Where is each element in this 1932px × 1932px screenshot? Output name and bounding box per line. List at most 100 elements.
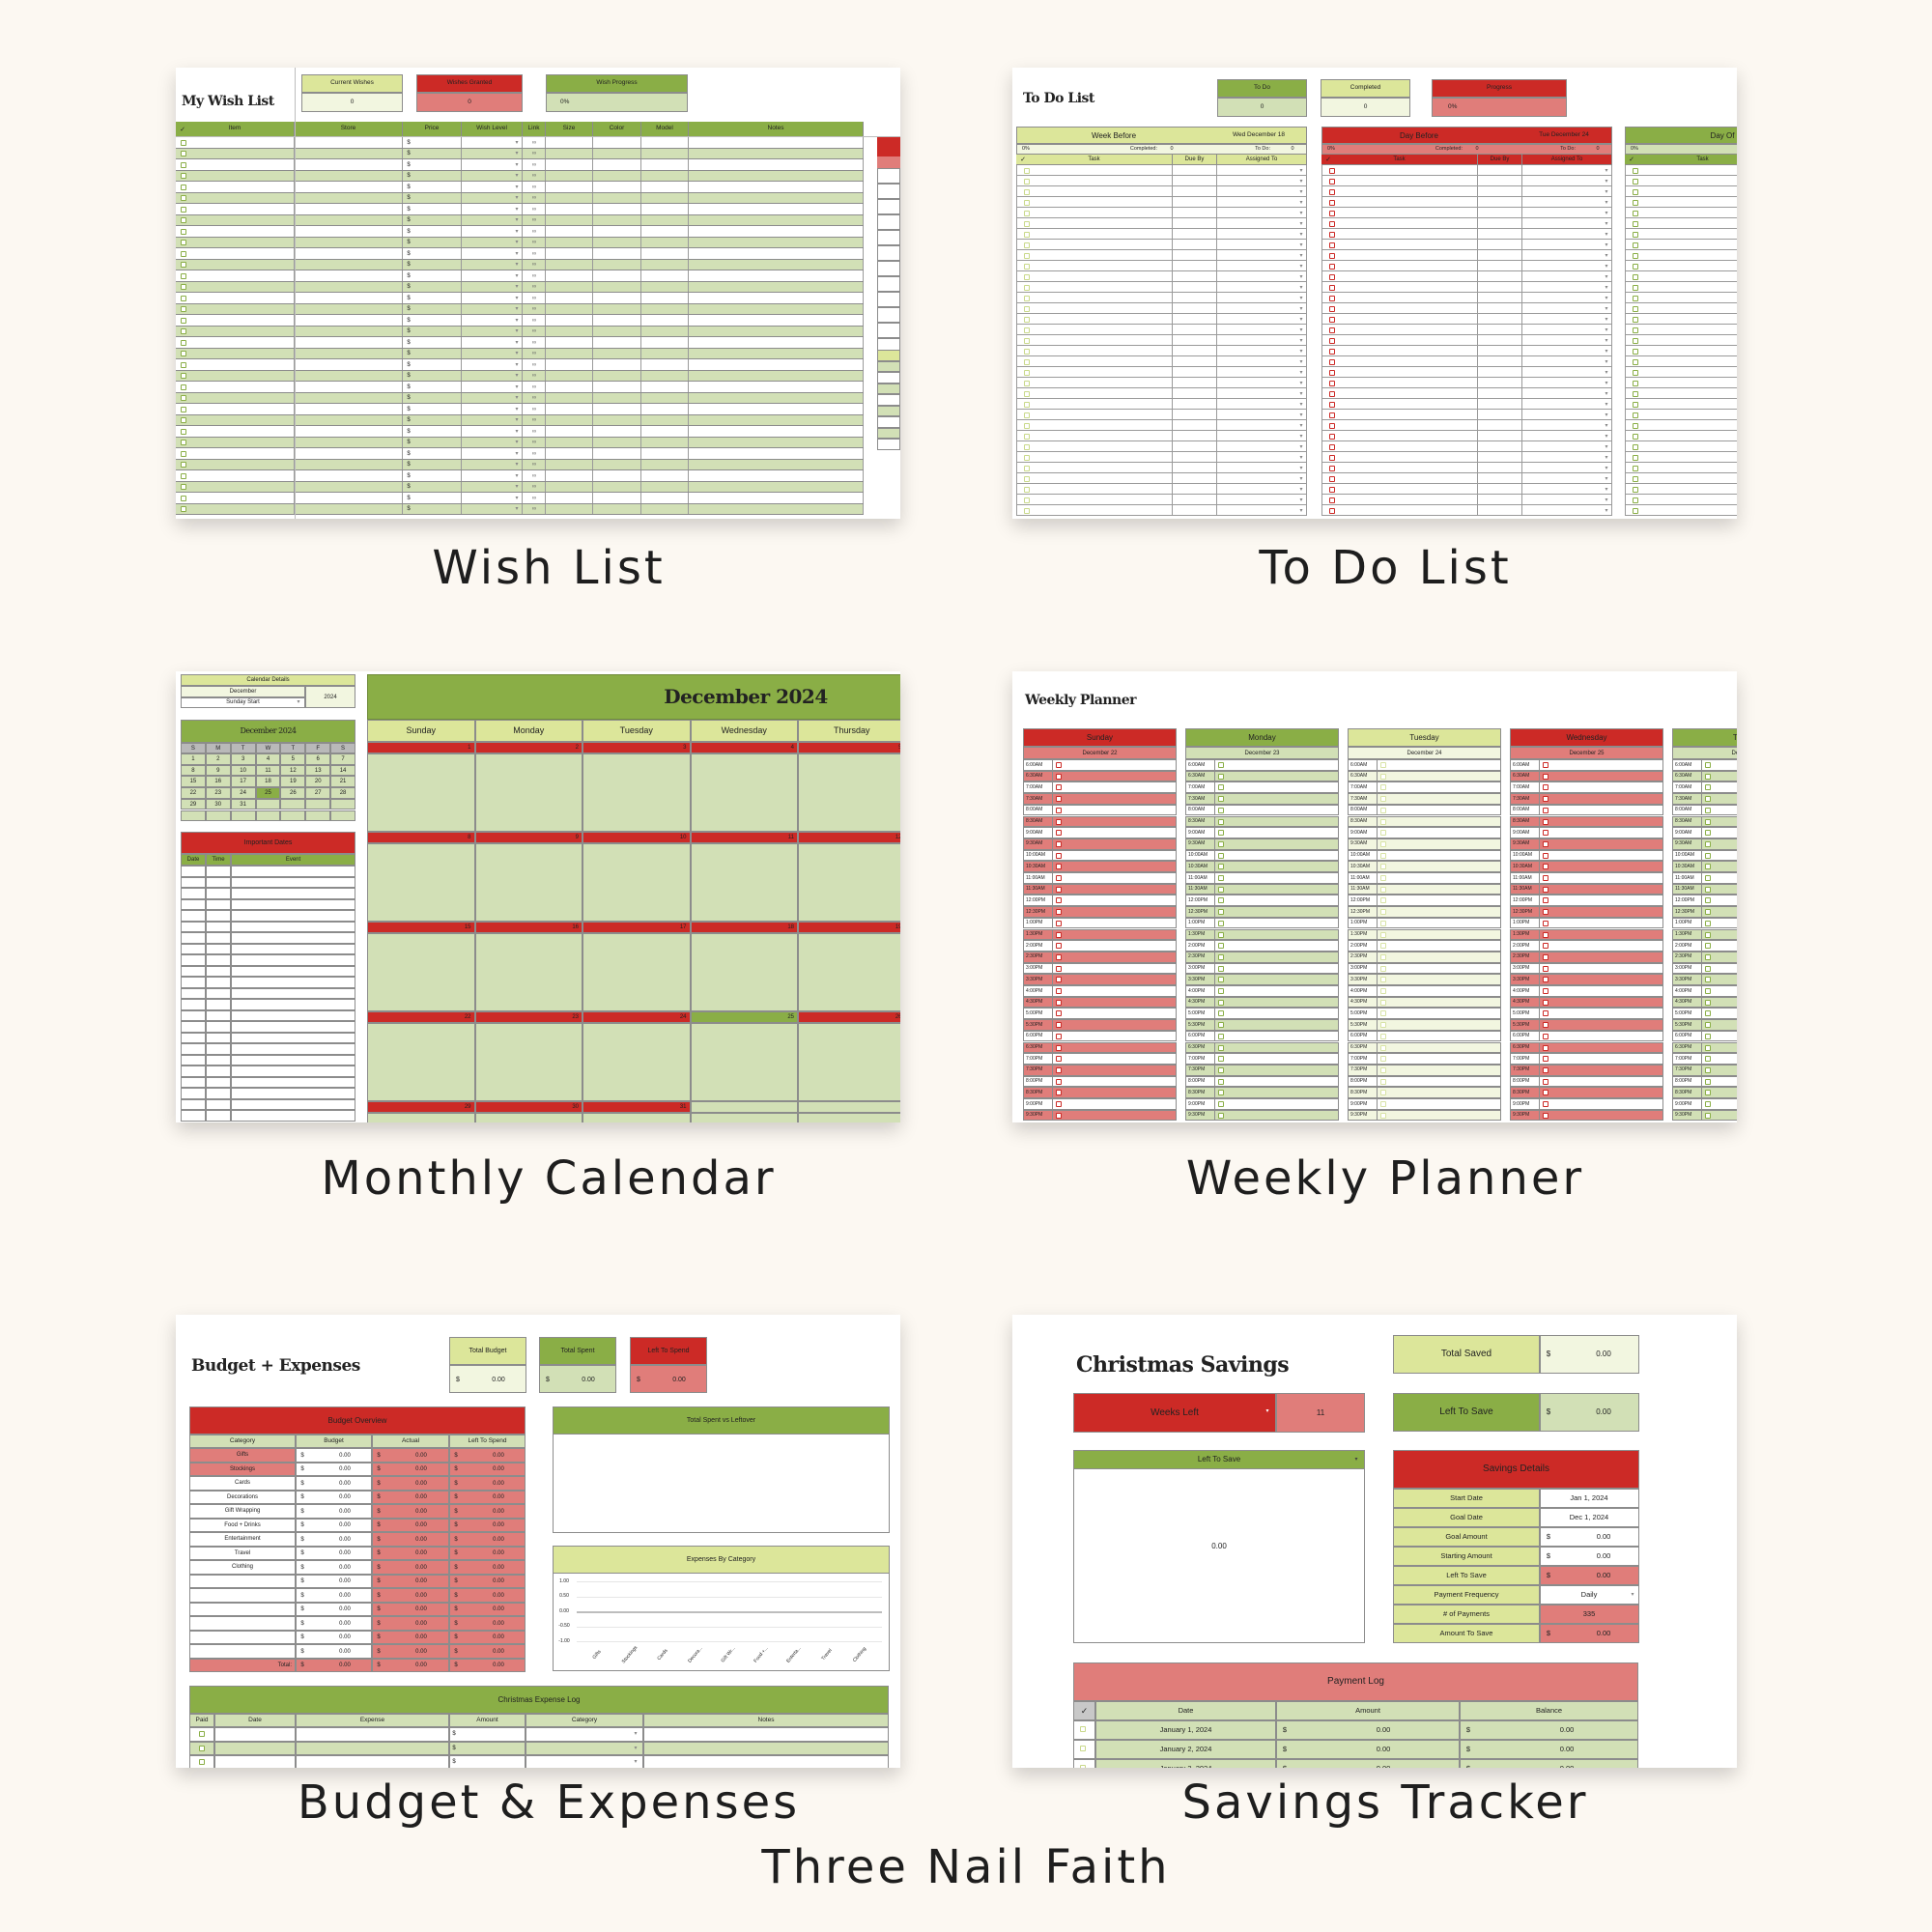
table-cell[interactable] bbox=[176, 270, 295, 281]
table-cell[interactable] bbox=[546, 437, 593, 448]
task-cell[interactable] bbox=[1478, 399, 1522, 409]
table-cell[interactable] bbox=[593, 270, 641, 281]
checkbox[interactable] bbox=[1080, 1726, 1086, 1732]
checkbox[interactable] bbox=[1633, 295, 1638, 301]
checkbox[interactable] bbox=[1218, 807, 1224, 813]
checkbox[interactable] bbox=[1218, 999, 1224, 1006]
checkbox[interactable] bbox=[1633, 327, 1638, 333]
time-slot-row[interactable]: 2:00PM bbox=[1510, 940, 1663, 952]
table-cell[interactable] bbox=[689, 159, 864, 170]
time-slot-row[interactable]: 4:30PM bbox=[1348, 996, 1501, 1009]
task-cell[interactable] bbox=[1478, 505, 1522, 515]
checkbox[interactable] bbox=[181, 272, 186, 279]
checkbox[interactable] bbox=[1543, 909, 1548, 916]
checkbox[interactable] bbox=[1380, 1078, 1386, 1085]
category-cell[interactable]: Travel bbox=[189, 1546, 296, 1560]
checkbox[interactable] bbox=[1218, 784, 1224, 791]
time-slot-row[interactable]: 6:30AM bbox=[1510, 770, 1663, 782]
time-slot-row[interactable]: 10:30AM bbox=[1510, 861, 1663, 872]
important-dates-cell[interactable] bbox=[231, 1065, 355, 1077]
task-cell[interactable] bbox=[1522, 399, 1612, 409]
table-cell[interactable] bbox=[546, 303, 593, 315]
checkbox[interactable] bbox=[1705, 830, 1711, 837]
table-cell[interactable] bbox=[689, 493, 864, 503]
task-cell[interactable] bbox=[1016, 176, 1173, 185]
task-cell[interactable] bbox=[1625, 186, 1737, 196]
dropdown-arrow-icon[interactable]: ▾ bbox=[1605, 231, 1608, 238]
table-cell[interactable] bbox=[641, 182, 689, 192]
mini-day[interactable]: 23 bbox=[205, 787, 231, 799]
table-cell[interactable] bbox=[641, 148, 689, 159]
checkbox[interactable] bbox=[1056, 840, 1062, 847]
table-cell[interactable] bbox=[593, 437, 641, 448]
task-cell[interactable] bbox=[1016, 463, 1173, 472]
table-cell[interactable] bbox=[546, 370, 593, 382]
time-slot-row[interactable]: 7:30PM bbox=[1023, 1064, 1177, 1076]
time-slot-row[interactable]: 9:30PM bbox=[1672, 1109, 1737, 1122]
task-cell[interactable] bbox=[1478, 314, 1522, 324]
checkbox[interactable] bbox=[1380, 840, 1386, 847]
task-cell[interactable] bbox=[1217, 473, 1307, 483]
table-cell[interactable] bbox=[546, 226, 593, 237]
table-cell[interactable] bbox=[295, 426, 403, 437]
table-cell[interactable] bbox=[546, 348, 593, 359]
table-cell[interactable] bbox=[295, 359, 403, 370]
checkbox[interactable] bbox=[1705, 840, 1711, 847]
table-cell[interactable] bbox=[176, 303, 295, 315]
table-cell[interactable] bbox=[295, 382, 403, 392]
checkbox[interactable] bbox=[1380, 1056, 1386, 1063]
checkbox[interactable] bbox=[181, 195, 186, 201]
checkbox[interactable] bbox=[1056, 1010, 1062, 1017]
checkbox[interactable] bbox=[1705, 796, 1711, 803]
time-slot-row[interactable]: 11:00AM bbox=[1510, 872, 1663, 884]
task-cell[interactable] bbox=[1625, 261, 1737, 270]
task-cell[interactable] bbox=[1217, 388, 1307, 398]
important-dates-cell[interactable] bbox=[181, 977, 206, 988]
checkbox[interactable] bbox=[1329, 497, 1335, 503]
table-cell[interactable] bbox=[689, 414, 864, 426]
checkbox[interactable] bbox=[1543, 864, 1548, 870]
checkbox[interactable] bbox=[1329, 327, 1335, 333]
checkbox[interactable] bbox=[1056, 1112, 1062, 1119]
important-dates-cell[interactable] bbox=[181, 888, 206, 899]
table-cell[interactable] bbox=[403, 204, 462, 214]
table-cell[interactable] bbox=[176, 281, 295, 293]
table-cell[interactable] bbox=[403, 348, 462, 359]
checkbox[interactable] bbox=[1056, 864, 1062, 870]
table-cell[interactable] bbox=[295, 481, 403, 493]
task-cell[interactable] bbox=[1625, 218, 1737, 228]
dropdown-arrow-icon[interactable]: ▾ bbox=[1299, 497, 1303, 503]
checkbox[interactable] bbox=[1056, 909, 1062, 916]
important-dates-cell[interactable] bbox=[181, 932, 206, 944]
table-cell[interactable] bbox=[689, 281, 864, 293]
year-field[interactable]: 2024 bbox=[305, 686, 355, 708]
table-cell[interactable] bbox=[523, 404, 546, 414]
time-slot-row[interactable]: 2:30PM bbox=[1348, 951, 1501, 963]
checkbox[interactable] bbox=[1329, 369, 1335, 376]
weeks-left-select[interactable]: Weeks Left bbox=[1073, 1393, 1276, 1433]
checkbox[interactable] bbox=[1633, 390, 1638, 397]
checkbox[interactable] bbox=[1218, 953, 1224, 960]
table-cell[interactable] bbox=[176, 192, 295, 204]
table-cell[interactable] bbox=[176, 293, 295, 303]
dropdown-arrow-icon[interactable]: ▾ bbox=[1605, 242, 1608, 248]
task-cell[interactable] bbox=[1321, 325, 1478, 334]
task-cell[interactable] bbox=[1522, 420, 1612, 430]
task-cell[interactable] bbox=[1321, 335, 1478, 345]
table-cell[interactable] bbox=[546, 382, 593, 392]
dropdown-arrow-icon[interactable]: ▾ bbox=[515, 328, 519, 334]
checkbox[interactable] bbox=[1543, 762, 1548, 768]
important-dates-cell[interactable] bbox=[231, 1098, 355, 1110]
dropdown-arrow-icon[interactable]: ▾ bbox=[1605, 210, 1608, 216]
checkbox[interactable] bbox=[1705, 886, 1711, 893]
checkbox[interactable] bbox=[1543, 1078, 1548, 1085]
checkbox[interactable] bbox=[1329, 167, 1335, 174]
checkbox[interactable] bbox=[1024, 220, 1030, 227]
column-header[interactable]: Due By bbox=[1478, 155, 1522, 165]
table-cell[interactable] bbox=[523, 315, 546, 326]
task-cell[interactable] bbox=[1321, 346, 1478, 355]
table-cell[interactable] bbox=[403, 503, 462, 515]
mini-day[interactable] bbox=[205, 810, 231, 822]
important-dates-cell[interactable] bbox=[206, 1065, 231, 1077]
dropdown-arrow-icon[interactable]: ▾ bbox=[515, 217, 519, 223]
